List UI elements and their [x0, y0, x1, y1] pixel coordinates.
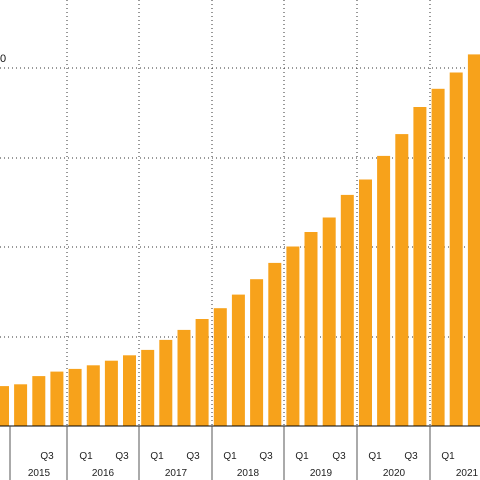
- bar: [50, 371, 64, 426]
- bar: [141, 349, 155, 426]
- quarter-tick-label: Q1: [295, 451, 309, 462]
- bars: [0, 54, 480, 427]
- quarter-tick-label: Q3: [186, 451, 200, 462]
- quarter-tick-label: Q1: [368, 451, 382, 462]
- year-tick-label: 2020: [383, 468, 406, 479]
- bar: [395, 134, 409, 426]
- bar: [304, 232, 318, 426]
- quarter-tick-label: Q1: [150, 451, 164, 462]
- bar: [340, 194, 354, 426]
- bar: [359, 179, 372, 426]
- bar: [449, 72, 463, 426]
- bar: [431, 88, 445, 427]
- quarter-tick-label: Q3: [40, 451, 54, 462]
- bar: [0, 386, 9, 426]
- quarter-tick-label: Q3: [259, 451, 273, 462]
- y-tick-label-0: 0: [0, 53, 6, 65]
- bar: [213, 308, 227, 426]
- bar: [268, 262, 282, 426]
- quarter-tick-label: Q1: [223, 451, 237, 462]
- bar: [104, 360, 118, 426]
- bar: [14, 384, 28, 426]
- year-tick-label: 2018: [237, 468, 260, 479]
- year-tick-label: 2015: [28, 468, 51, 479]
- bar: [68, 368, 82, 426]
- quarter-tick-label: Q3: [404, 451, 418, 462]
- bar: [159, 339, 173, 426]
- bar: [377, 155, 391, 426]
- quarter-tick-label: Q3: [115, 451, 129, 462]
- quarter-tick-labels: Q3 Q1 Q3 Q1 Q3 Q1 Q3 Q1 Q3 Q1 Q3 Q1: [40, 451, 455, 462]
- bar: [123, 355, 136, 426]
- quarter-tick-label: Q3: [332, 451, 346, 462]
- bar: [250, 279, 264, 426]
- bar: [467, 54, 480, 427]
- bar: [413, 107, 427, 426]
- year-tick-label: 2019: [310, 468, 333, 479]
- year-tick-label: 2017: [165, 468, 188, 479]
- bar: [231, 294, 245, 426]
- grid-lines: [0, 0, 480, 426]
- quarter-tick-label: Q1: [441, 451, 455, 462]
- year-tick-labels: 2015 2016 2017 2018 2019 2020 2021: [28, 468, 479, 479]
- bar: [195, 319, 209, 426]
- bar: [286, 246, 300, 426]
- quarter-tick-label: Q1: [79, 451, 93, 462]
- bar: [86, 365, 100, 426]
- year-tick-label: 2016: [92, 468, 115, 479]
- year-tick-label: 2021: [456, 468, 479, 479]
- bar: [177, 329, 191, 426]
- bar: [322, 217, 336, 426]
- x-axis: [0, 425, 480, 480]
- bar: [32, 376, 46, 426]
